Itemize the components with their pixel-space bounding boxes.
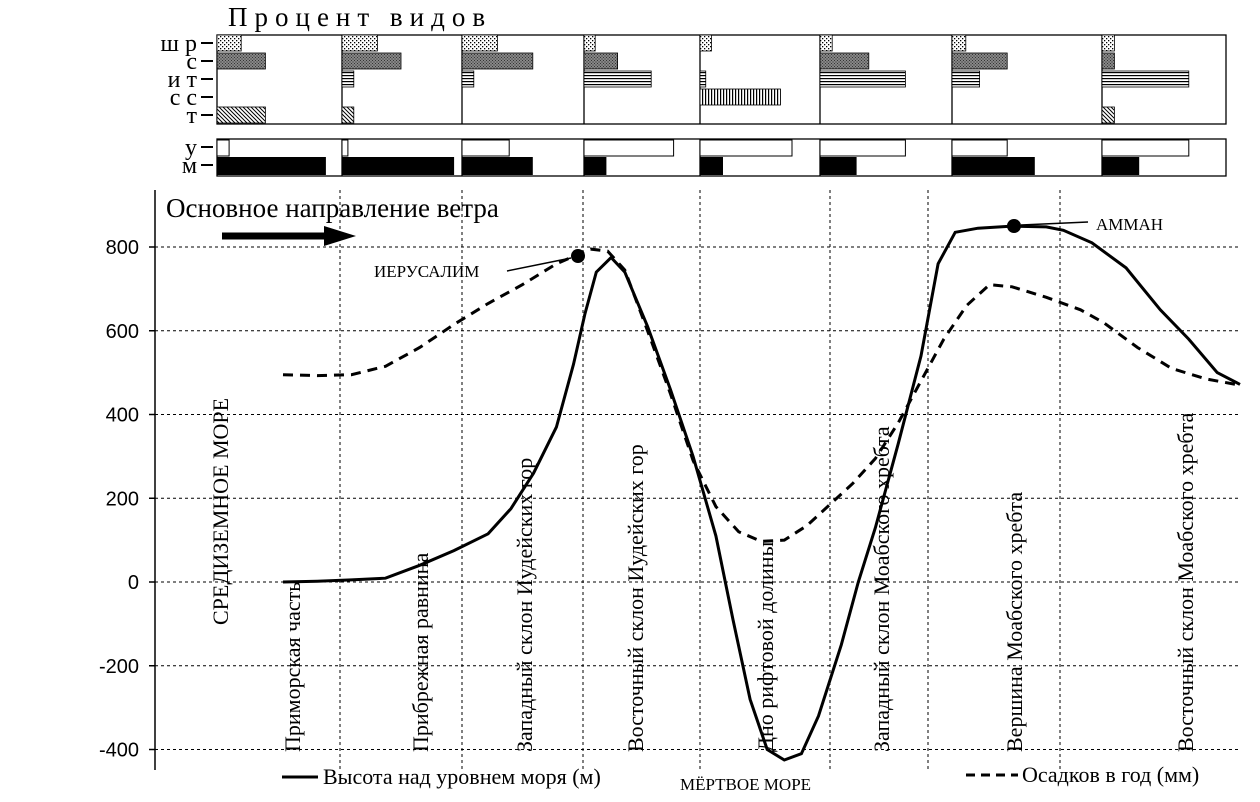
- top-panel-bar: [216, 52, 266, 70]
- zone-labels: Приморская часть Прибрежная равнина Западн…: [280, 413, 1198, 752]
- top-row-label: и т: [168, 67, 198, 93]
- top-row-label: т: [187, 103, 198, 129]
- top-panel-bar: [1101, 106, 1115, 124]
- y-axis: -400 -200 0 200 400 600 800: [99, 190, 156, 770]
- top-panel-frame: [216, 34, 1227, 125]
- second-panel-bar: [819, 139, 906, 157]
- top-panel-bar: [951, 34, 967, 52]
- jerusalem-label: ИЕРУСАЛИМ: [374, 262, 479, 281]
- second-panel-bar: [461, 139, 510, 157]
- top-row-label: ш р: [161, 31, 197, 57]
- second-panel-bar: [584, 157, 607, 175]
- legend-precip-label: Осадков в год (мм): [1022, 762, 1199, 787]
- top-panel-bar: [699, 34, 712, 52]
- top-panel-bar: [583, 52, 618, 70]
- sea-label: СРЕДИЗЕМНОЕ МОРЕ: [208, 398, 233, 625]
- top-row-label: с: [186, 49, 197, 75]
- zone-label: Восточный склон Иудейских гор: [623, 444, 648, 752]
- wind-direction-label: Основное направление ветра: [166, 193, 499, 223]
- second-panel-bar: [341, 139, 349, 157]
- second-panel-bar: [462, 157, 533, 175]
- zone-label: Восточный склон Моабского хребта: [1173, 413, 1198, 752]
- second-panel-columns: [216, 138, 1227, 177]
- second-panel-bar: [217, 157, 326, 175]
- top-panel-bar: [1101, 52, 1115, 70]
- zone-label: Приморская часть: [280, 582, 305, 752]
- precip-series-line: [282, 247, 1241, 543]
- y-tick-label: 800: [106, 237, 139, 259]
- legend-elevation-label: Высота над уровнем моря (м): [323, 764, 601, 789]
- top-panel-bar: [819, 34, 833, 52]
- zone-label: Прибрежная равнина: [408, 553, 433, 752]
- top-panel-bar: [341, 106, 355, 124]
- top-panel-bar: [699, 70, 707, 88]
- top-row-label: с с: [170, 85, 197, 111]
- amman-marker: [1007, 219, 1089, 233]
- y-tick-label: 200: [106, 488, 139, 510]
- top-panel-bar: [583, 70, 652, 88]
- chart-grid: [155, 190, 1240, 770]
- top-panel-bar: [341, 52, 402, 70]
- top-panel-columns: [216, 34, 1227, 125]
- elevation-series-line: [282, 224, 1241, 762]
- second-panel-bar: [820, 157, 857, 175]
- top-panel-bar: [951, 52, 1008, 70]
- y-tick-label: -200: [99, 656, 139, 678]
- top-panel-bar: [461, 34, 498, 52]
- second-row-label: м: [182, 153, 197, 179]
- top-panel-bar: [341, 70, 355, 88]
- zone-label: Западный склон Иудейских гор: [512, 458, 537, 752]
- second-panel-bar: [699, 139, 793, 157]
- top-panel-bar: [819, 70, 906, 88]
- second-panel-row-labels: ум: [182, 135, 213, 179]
- top-panel-bar: [461, 52, 534, 70]
- zone-label: Западный склон Моабского хребта: [869, 426, 894, 752]
- top-panel-row-labels: ш рси тс ст: [161, 31, 213, 129]
- second-panel-bar: [1102, 157, 1140, 175]
- second-panel-bar: [216, 139, 230, 157]
- dead-sea-label: МЁРТВОЕ МОРЕ: [680, 775, 811, 794]
- second-panel-bar: [951, 139, 1008, 157]
- top-panel-bar: [341, 34, 378, 52]
- top-panel-bar: [819, 52, 870, 70]
- second-panel-bar: [342, 157, 455, 175]
- zone-label: Вершина Моабского хребта: [1002, 492, 1027, 752]
- wind-arrow-icon: [222, 226, 356, 246]
- top-panel-bar: [461, 70, 475, 88]
- y-tick-label: -400: [99, 740, 139, 762]
- second-panel-bar: [952, 157, 1035, 175]
- second-panel-bar: [700, 157, 723, 175]
- y-tick-label: 400: [106, 405, 139, 427]
- jerusalem-marker: [506, 249, 585, 272]
- second-panel-bar: [1101, 139, 1190, 157]
- top-panel-bar: [1101, 34, 1115, 52]
- second-panel-bar: [583, 139, 675, 157]
- amman-label: АММАН: [1096, 215, 1163, 234]
- top-panel-bar: [699, 88, 781, 106]
- top-panel-bar: [951, 70, 981, 88]
- top-panel-bar: [583, 34, 596, 52]
- second-row-label: у: [185, 135, 197, 161]
- y-tick-label: 0: [128, 572, 139, 594]
- top-panel-title: Процент видов: [228, 2, 492, 32]
- top-panel-bar: [216, 106, 266, 124]
- top-panel-bar: [216, 34, 242, 52]
- y-tick-label: 600: [106, 321, 139, 343]
- top-panel-bar: [1101, 70, 1190, 88]
